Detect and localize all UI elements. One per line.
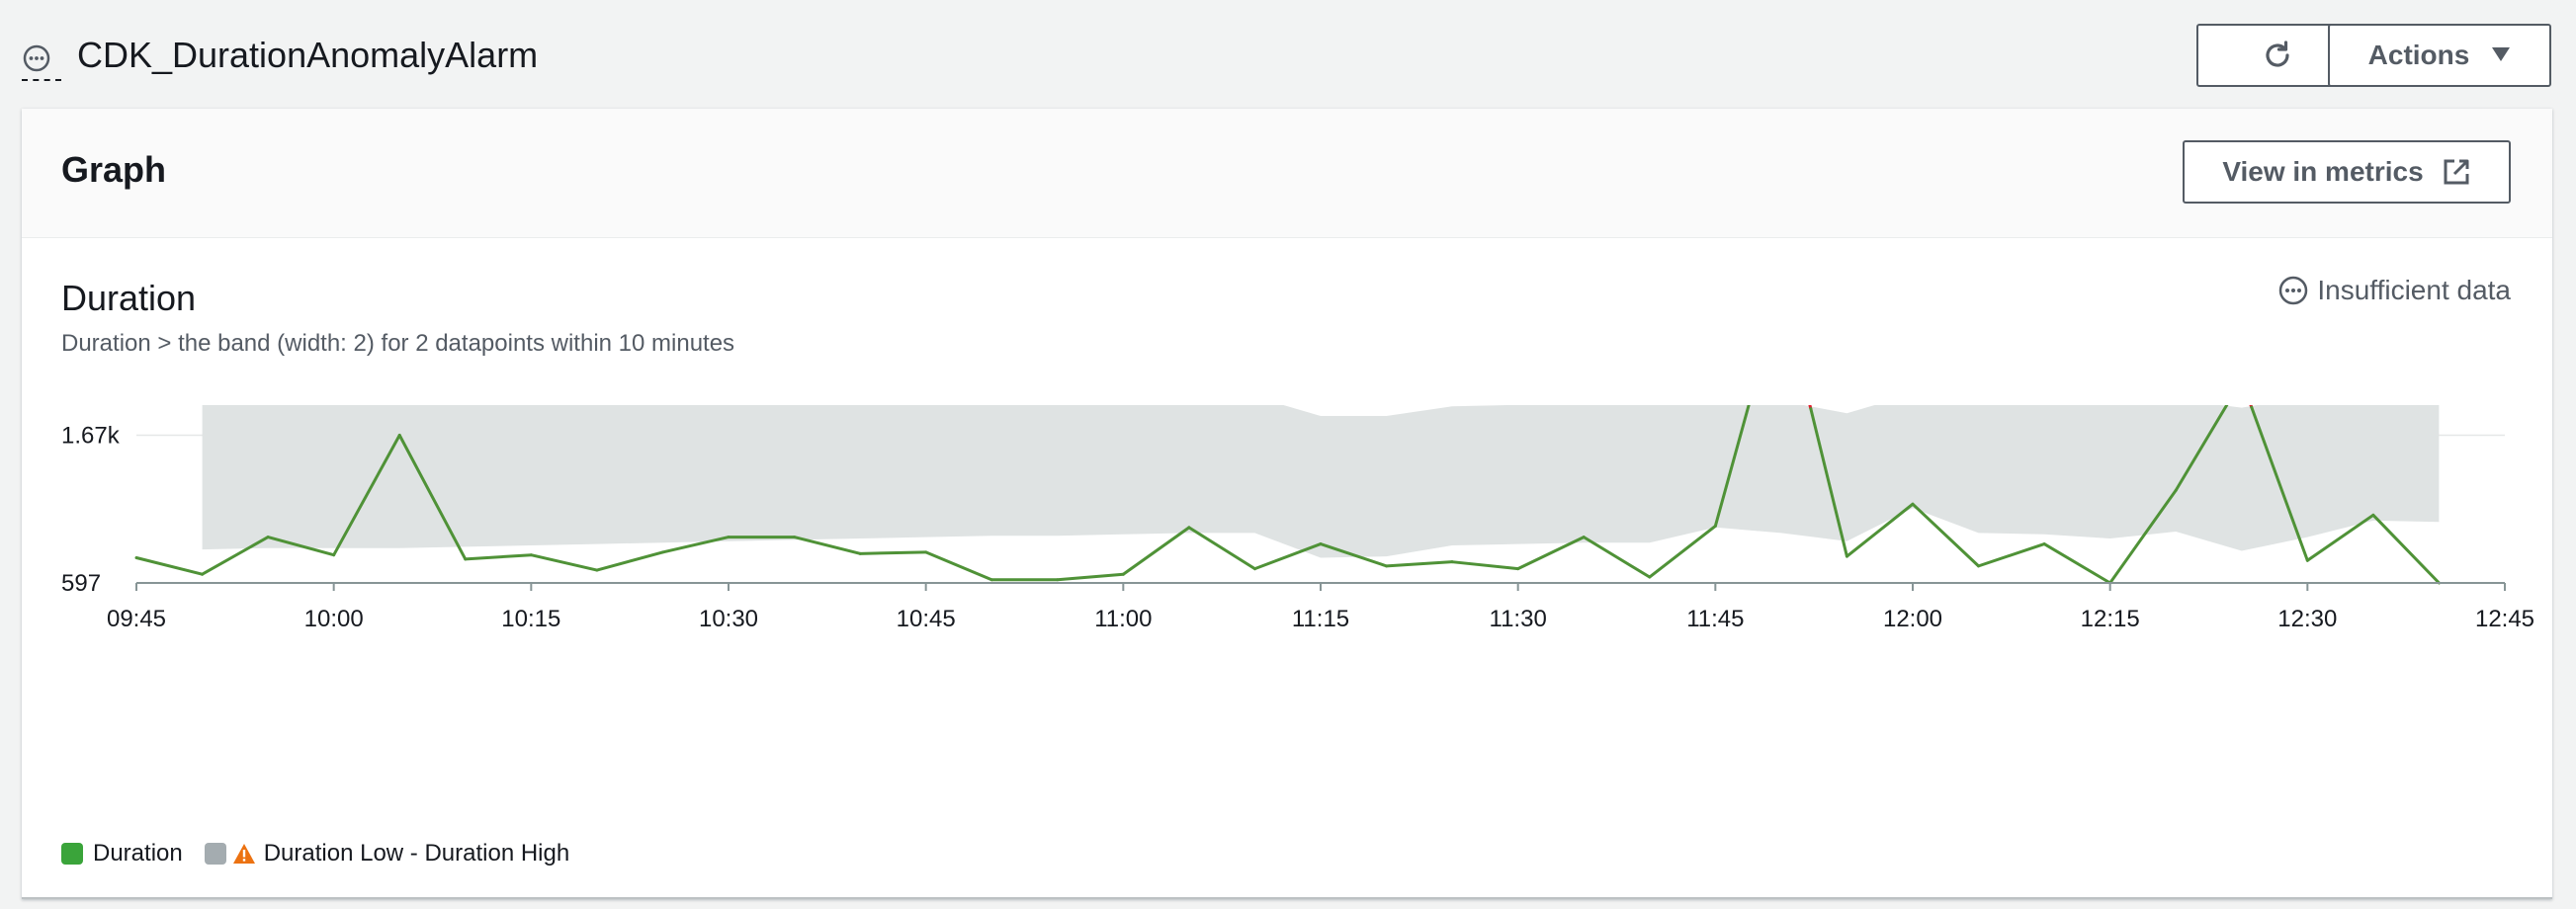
x-tick-label: 11:15 xyxy=(1292,606,1349,632)
legend-label-duration: Duration xyxy=(93,840,183,867)
duration-chart: Milliseconds5971.67k2.75k09:4510:0010:15… xyxy=(61,405,2534,632)
insufficient-data-icon xyxy=(2277,275,2309,306)
actions-label: Actions xyxy=(2367,40,2470,70)
duration-line-segment xyxy=(397,433,468,561)
x-tick-label: 09:45 xyxy=(107,606,166,632)
x-tick-label: 10:00 xyxy=(304,606,364,632)
duration-line-segment xyxy=(1582,536,1652,579)
y-tick-label: 597 xyxy=(61,570,101,597)
duration-line-segment xyxy=(1385,560,1454,568)
duration-line-segment xyxy=(1845,502,1915,558)
duration-line-segment xyxy=(1056,572,1125,582)
duration-line-segment xyxy=(1319,542,1389,568)
duration-line-segment xyxy=(1121,526,1191,576)
warning-icon xyxy=(232,843,256,865)
legend-swatch-band xyxy=(204,843,226,865)
caret-down-icon xyxy=(2491,41,2511,69)
duration-line-segment xyxy=(2042,542,2112,585)
x-tick-label: 10:15 xyxy=(501,606,560,632)
duration-line-segment xyxy=(793,536,862,555)
refresh-icon xyxy=(2261,39,2294,72)
duration-line-segment xyxy=(595,550,664,572)
duration-line-segment xyxy=(529,553,599,572)
duration-line-segment xyxy=(1516,536,1586,571)
chart-legend: Duration Duration Low - Duration High xyxy=(61,840,591,868)
alarm-condition-text: Duration > the band (width: 2) for 2 dat… xyxy=(61,330,735,357)
alarm-name: CDK_DurationAnomalyAlarm xyxy=(77,35,539,75)
x-tick-label: 10:45 xyxy=(897,606,956,632)
alarm-header: CDK_DurationAnomalyAlarm Actions xyxy=(0,0,2576,109)
x-tick-label: 10:30 xyxy=(699,606,758,632)
duration-line-segment xyxy=(266,536,336,557)
legend-label-band: Duration Low - Duration High xyxy=(263,840,570,867)
x-tick-label: 11:30 xyxy=(1490,606,1547,632)
x-tick-label: 12:45 xyxy=(2475,606,2534,632)
view-in-metrics-label: View in metrics xyxy=(2222,156,2424,187)
actions-dropdown-button[interactable]: Actions xyxy=(2328,24,2551,87)
duration-line-segment xyxy=(2250,405,2309,562)
duration-line-segment xyxy=(660,536,730,554)
duration-line-segment xyxy=(2174,405,2229,492)
y-tick-label: 1.67k xyxy=(61,422,121,449)
x-tick-label: 11:00 xyxy=(1094,606,1152,632)
duration-line-segment xyxy=(924,550,993,582)
insufficient-data-icon xyxy=(22,43,51,73)
duration-line-segment xyxy=(1713,405,1751,528)
graph-panel: Graph View in metrics Duration Duration … xyxy=(22,109,2552,899)
chart-title: Duration xyxy=(61,278,197,318)
duration-line-segment xyxy=(201,536,270,576)
x-tick-label: 12:00 xyxy=(1883,606,1942,632)
duration-line-segment xyxy=(1809,407,1848,558)
graph-panel-title: Graph xyxy=(61,149,167,190)
legend-item-duration[interactable]: Duration xyxy=(61,840,183,868)
duration-line-segment xyxy=(332,433,401,557)
view-in-metrics-button[interactable]: View in metrics xyxy=(2183,140,2511,204)
anomaly-band-area xyxy=(202,405,2440,558)
alarm-status: Insufficient data xyxy=(2277,275,2511,306)
x-tick-label: 12:30 xyxy=(2277,606,2337,632)
duration-line-segment xyxy=(2371,513,2441,585)
x-tick-label: 11:45 xyxy=(1686,606,1744,632)
duration-line-segment xyxy=(134,556,205,576)
duration-line-segment xyxy=(858,550,928,555)
duration-line-segment xyxy=(2108,488,2178,585)
legend-swatch-duration xyxy=(61,843,83,865)
duration-line-segment xyxy=(1977,542,2046,568)
state-underline xyxy=(22,79,61,81)
duration-line-segment xyxy=(1450,560,1520,571)
duration-line-segment xyxy=(1187,526,1256,571)
duration-line-segment xyxy=(1648,524,1717,579)
duration-line-segment xyxy=(464,553,533,561)
duration-line-segment xyxy=(1911,502,1981,568)
legend-item-band[interactable]: Duration Low - Duration High xyxy=(204,840,570,868)
alarm-status-label: Insufficient data xyxy=(2317,275,2511,305)
external-link-icon xyxy=(2442,157,2471,187)
duration-line-segment xyxy=(1252,542,1323,571)
graph-panel-header: Graph View in metrics xyxy=(22,109,2552,238)
x-tick-label: 12:15 xyxy=(2081,606,2140,632)
duration-line-segment xyxy=(2305,513,2375,562)
